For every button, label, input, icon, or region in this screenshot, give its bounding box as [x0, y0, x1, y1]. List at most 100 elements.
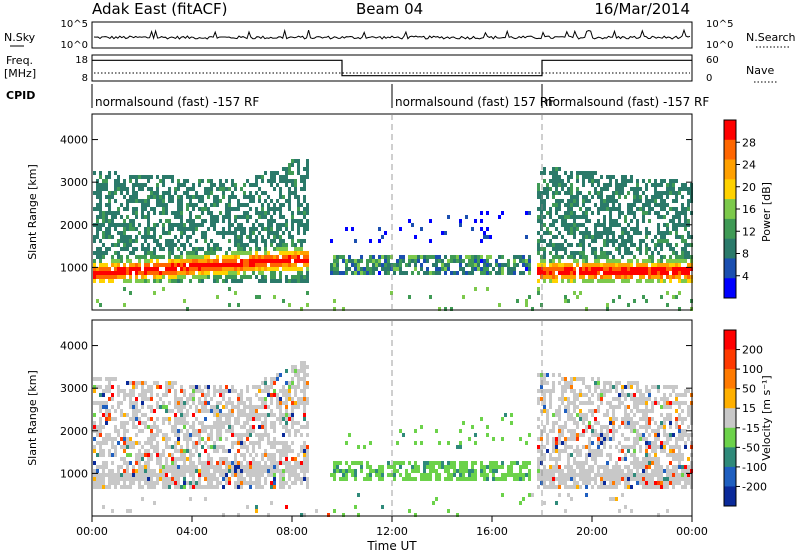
data-cell	[600, 425, 603, 429]
data-cell	[669, 267, 672, 271]
data-cell	[486, 425, 489, 429]
data-cell	[570, 227, 573, 231]
data-cell	[564, 191, 567, 195]
data-cell	[669, 231, 672, 235]
data-cell	[162, 255, 165, 259]
data-cell	[237, 421, 240, 425]
data-cell	[153, 433, 156, 437]
data-cell	[342, 255, 345, 259]
data-cell	[672, 453, 675, 457]
data-cell	[177, 207, 180, 211]
data-cell	[123, 433, 126, 437]
data-cell	[555, 469, 558, 473]
data-cell	[306, 461, 309, 465]
data-cell	[675, 191, 678, 195]
data-cell	[123, 449, 126, 453]
data-cell	[402, 255, 405, 259]
colorbar-tick-label: 8	[742, 248, 749, 261]
data-cell	[288, 433, 291, 437]
data-cell	[429, 461, 432, 465]
data-cell	[162, 485, 165, 489]
data-cell	[141, 199, 144, 203]
data-cell	[108, 267, 111, 271]
data-cell	[195, 227, 198, 231]
data-cell	[540, 259, 543, 263]
data-cell	[183, 267, 186, 271]
data-cell	[204, 187, 207, 191]
data-cell	[606, 203, 609, 207]
data-cell	[645, 263, 648, 267]
data-cell	[573, 401, 576, 405]
data-cell	[573, 203, 576, 207]
data-cell	[99, 445, 102, 449]
data-cell	[561, 275, 564, 279]
data-cell	[639, 481, 642, 485]
data-cell	[132, 187, 135, 191]
colorbar-swatch	[724, 238, 736, 259]
data-cell	[471, 259, 474, 263]
data-cell	[249, 425, 252, 429]
data-cell	[114, 429, 117, 433]
data-cell	[189, 199, 192, 203]
data-cell	[606, 175, 609, 179]
data-cell	[270, 481, 273, 485]
data-cell	[273, 477, 276, 481]
data-cell	[261, 267, 264, 271]
data-cell	[159, 469, 162, 473]
data-cell	[114, 445, 117, 449]
data-cell	[564, 267, 567, 271]
data-cell	[555, 437, 558, 441]
data-cell	[600, 433, 603, 437]
data-cell	[420, 263, 423, 267]
data-cell	[195, 247, 198, 251]
data-cell	[120, 389, 123, 393]
data-cell	[210, 473, 213, 477]
data-cell	[225, 215, 228, 219]
data-cell	[237, 513, 240, 517]
data-cell	[138, 441, 141, 445]
data-cell	[225, 413, 228, 417]
data-cell	[228, 449, 231, 453]
data-cell	[588, 469, 591, 473]
data-cell	[120, 457, 123, 461]
data-cell	[450, 259, 453, 263]
data-cell	[135, 195, 138, 199]
data-cell	[570, 433, 573, 437]
data-cell	[669, 437, 672, 441]
freq-label: Freq.	[6, 54, 33, 67]
data-cell	[237, 255, 240, 259]
data-cell	[558, 381, 561, 385]
data-cell	[621, 231, 624, 235]
data-cell	[291, 183, 294, 187]
data-cell	[579, 477, 582, 481]
data-cell	[255, 453, 258, 457]
data-cell	[333, 465, 336, 469]
data-cell	[678, 187, 681, 191]
data-cell	[639, 401, 642, 405]
data-cell	[606, 425, 609, 429]
data-cell	[678, 291, 681, 295]
data-cell	[294, 219, 297, 223]
data-cell	[558, 433, 561, 437]
data-cell	[129, 509, 132, 513]
data-cell	[276, 227, 279, 231]
data-cell	[189, 485, 192, 489]
data-cell	[564, 263, 567, 267]
data-cell	[135, 175, 138, 179]
data-cell	[210, 187, 213, 191]
data-cell	[93, 171, 96, 175]
data-cell	[555, 465, 558, 469]
data-cell	[150, 417, 153, 421]
data-cell	[180, 271, 183, 275]
data-cell	[501, 255, 504, 259]
data-cell	[306, 207, 309, 211]
data-cell	[126, 445, 129, 449]
data-cell	[558, 167, 561, 171]
data-cell	[159, 279, 162, 283]
data-cell	[162, 453, 165, 457]
data-cell	[135, 275, 138, 279]
data-cell	[249, 251, 252, 255]
data-cell	[645, 271, 648, 275]
data-cell	[570, 195, 573, 199]
data-cell	[243, 405, 246, 409]
